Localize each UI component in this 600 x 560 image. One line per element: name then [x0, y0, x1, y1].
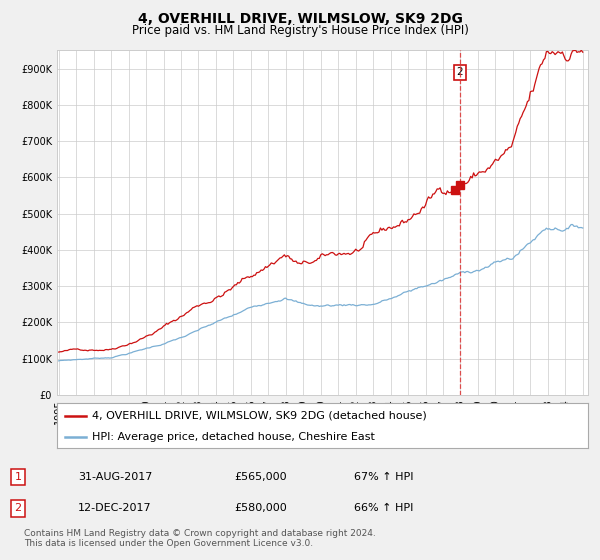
- Text: 31-AUG-2017: 31-AUG-2017: [78, 472, 152, 482]
- Text: £565,000: £565,000: [234, 472, 287, 482]
- Text: 4, OVERHILL DRIVE, WILMSLOW, SK9 2DG: 4, OVERHILL DRIVE, WILMSLOW, SK9 2DG: [137, 12, 463, 26]
- Text: £580,000: £580,000: [234, 503, 287, 514]
- Text: 1: 1: [14, 472, 22, 482]
- Text: 67% ↑ HPI: 67% ↑ HPI: [354, 472, 413, 482]
- Text: HPI: Average price, detached house, Cheshire East: HPI: Average price, detached house, Ches…: [92, 432, 374, 442]
- Text: This data is licensed under the Open Government Licence v3.0.: This data is licensed under the Open Gov…: [24, 539, 313, 548]
- Text: 2: 2: [14, 503, 22, 514]
- Text: 66% ↑ HPI: 66% ↑ HPI: [354, 503, 413, 514]
- Text: 12-DEC-2017: 12-DEC-2017: [78, 503, 152, 514]
- Text: Contains HM Land Registry data © Crown copyright and database right 2024.: Contains HM Land Registry data © Crown c…: [24, 529, 376, 538]
- Text: 4, OVERHILL DRIVE, WILMSLOW, SK9 2DG (detached house): 4, OVERHILL DRIVE, WILMSLOW, SK9 2DG (de…: [92, 410, 426, 421]
- Text: 2: 2: [457, 67, 463, 77]
- Text: Price paid vs. HM Land Registry's House Price Index (HPI): Price paid vs. HM Land Registry's House …: [131, 24, 469, 36]
